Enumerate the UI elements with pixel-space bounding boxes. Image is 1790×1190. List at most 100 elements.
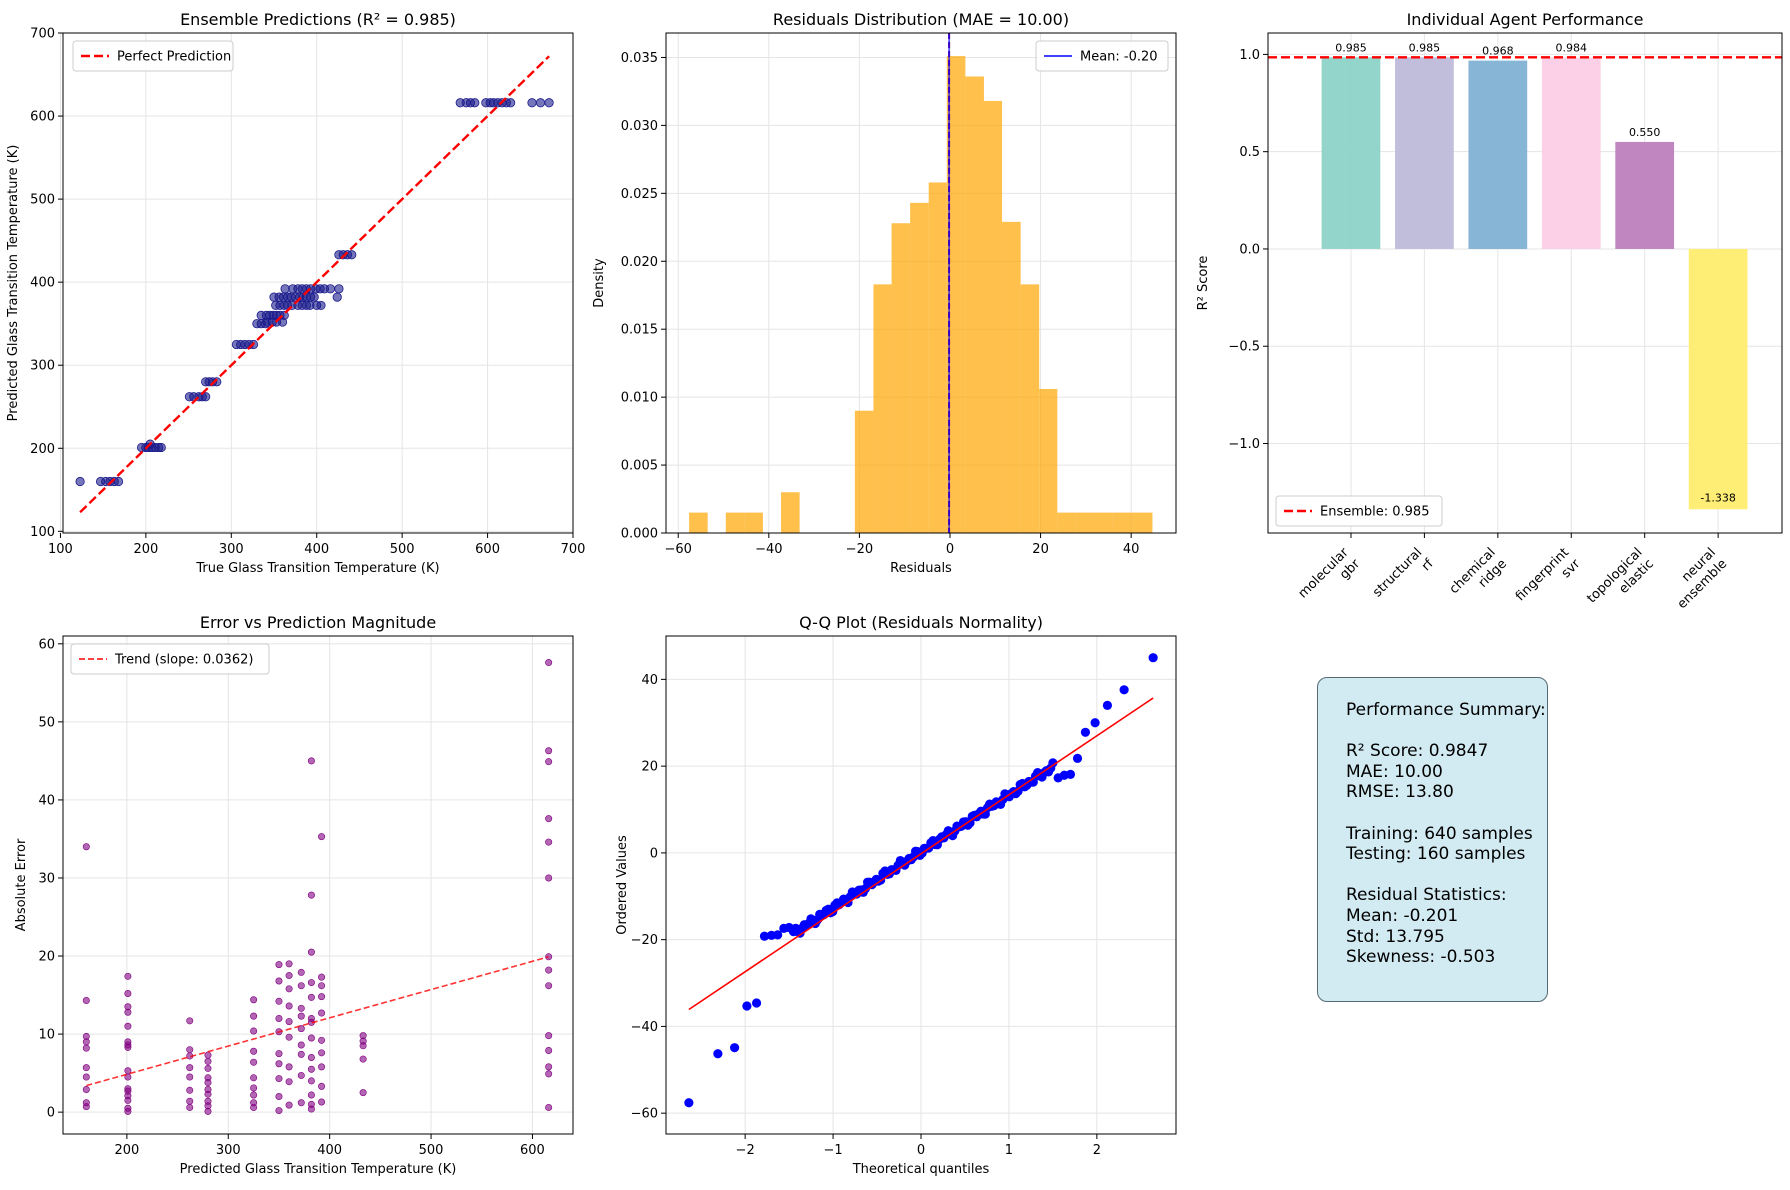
y-tick-label: 0.005 [621, 459, 658, 474]
error-point [307, 979, 315, 987]
error-point [318, 1082, 326, 1090]
error-point [204, 1107, 212, 1115]
error-point [250, 1058, 258, 1066]
error-point [545, 838, 553, 846]
axes-frame [1267, 32, 1783, 534]
summary-line [1346, 803, 1547, 824]
y-axis-label: Ordered Values [615, 835, 630, 935]
error-point [250, 1012, 258, 1020]
qq-fit-line [688, 697, 1154, 1011]
error-point [250, 1074, 258, 1082]
error-point [124, 989, 132, 997]
y-tick-label: 30 [38, 871, 55, 886]
y-tick-label: 500 [30, 193, 55, 208]
y-tick-label: 1.0 [1239, 48, 1260, 63]
y-axis-label: Predicted Glass Transition Temperature (… [6, 145, 21, 422]
error-point [275, 977, 283, 985]
y-tick-label: 0.000 [621, 527, 658, 542]
error-point [250, 1084, 258, 1092]
axes-frame [62, 32, 574, 534]
y-tick-label: 10 [38, 1028, 55, 1043]
error-point [285, 960, 293, 968]
summary-line: MAE: 10.00 [1346, 761, 1443, 782]
error-point [124, 1096, 132, 1104]
data-point [316, 300, 326, 311]
data-point [544, 98, 554, 108]
error-point [285, 1078, 293, 1086]
bar-value-label: 0.984 [1556, 42, 1588, 55]
chart-title: Q-Q Plot (Residuals Normality) [799, 613, 1043, 632]
error-point [285, 1018, 293, 1026]
category-label: chemicalridge [1447, 545, 1510, 608]
y-tick-label: 0.0 [1239, 242, 1260, 257]
legend [72, 40, 234, 72]
qq-point [1102, 700, 1113, 711]
x-tick-label: 200 [114, 1143, 139, 1158]
error-point [285, 1002, 293, 1010]
error-point [359, 1042, 367, 1050]
error-point [359, 1089, 367, 1097]
summary-line [1346, 865, 1547, 886]
x-tick-label: 700 [561, 542, 586, 557]
error-point [186, 1086, 194, 1094]
chart-title: Residuals Distribution (MAE = 10.00) [773, 10, 1069, 29]
qq-point [759, 931, 770, 941]
y-tick-label: 200 [30, 442, 55, 457]
error-point [186, 1073, 194, 1081]
error-point [250, 1103, 258, 1111]
category-label: topologicalelastic [1584, 545, 1656, 617]
x-tick-label: −40 [755, 542, 782, 557]
chart-title: Individual Agent Performance [1407, 10, 1644, 29]
bar-value-label: 0.968 [1482, 45, 1514, 58]
y-tick-label: 700 [30, 27, 55, 42]
qq-point [1065, 769, 1076, 779]
x-tick-label: 2 [1093, 1143, 1101, 1158]
category-label-line: structural [1370, 545, 1425, 600]
error-point [124, 1107, 132, 1115]
y-tick-label: 0.015 [621, 323, 658, 338]
data-point [347, 250, 357, 260]
category-label: fingerprintsvr [1513, 545, 1584, 616]
category-label: neuralensemble [1663, 545, 1730, 612]
qq-point [713, 1049, 723, 1059]
error-point [545, 1070, 553, 1078]
x-tick-label: 500 [419, 1143, 444, 1158]
error-point [250, 1091, 258, 1099]
histogram-bar [910, 202, 929, 533]
error-point [307, 1065, 315, 1073]
qq-point [1048, 758, 1058, 768]
y-tick-label: 0.5 [1239, 145, 1260, 160]
histogram-bar [1094, 512, 1113, 533]
x-tick-label: 600 [475, 542, 500, 557]
performance-summary-box: Performance Summary: R² Score: 0.9847 MA… [1317, 677, 1548, 1002]
qq-point [751, 998, 762, 1008]
summary-line: Training: 640 samples [1346, 823, 1533, 844]
error-point [307, 1077, 315, 1085]
histogram-bar [1020, 284, 1040, 533]
histogram-bar [725, 512, 745, 533]
error-point [186, 1017, 194, 1025]
data-point [309, 292, 319, 302]
error-point [275, 1075, 283, 1083]
error-point [82, 1086, 90, 1094]
x-tick-label: 0 [946, 542, 954, 557]
trend-line [86, 956, 549, 1087]
error-point [275, 1014, 283, 1022]
error-point [186, 1097, 194, 1105]
legend [70, 643, 270, 675]
qq-point [1072, 753, 1083, 763]
data-point [334, 284, 344, 294]
histogram-bar [928, 182, 947, 533]
data-point [113, 476, 124, 487]
error-point [186, 1103, 194, 1111]
error-point [297, 968, 305, 976]
x-tick-label: 0 [917, 1143, 925, 1158]
error-point [82, 1044, 90, 1052]
y-tick-label: 40 [38, 793, 55, 808]
summary-line [1346, 721, 1547, 742]
y-tick-label: 100 [30, 525, 55, 540]
data-point [75, 476, 85, 487]
category-label: structuralrf [1370, 545, 1437, 612]
error-point [318, 982, 326, 990]
x-tick-label: 400 [304, 542, 329, 557]
